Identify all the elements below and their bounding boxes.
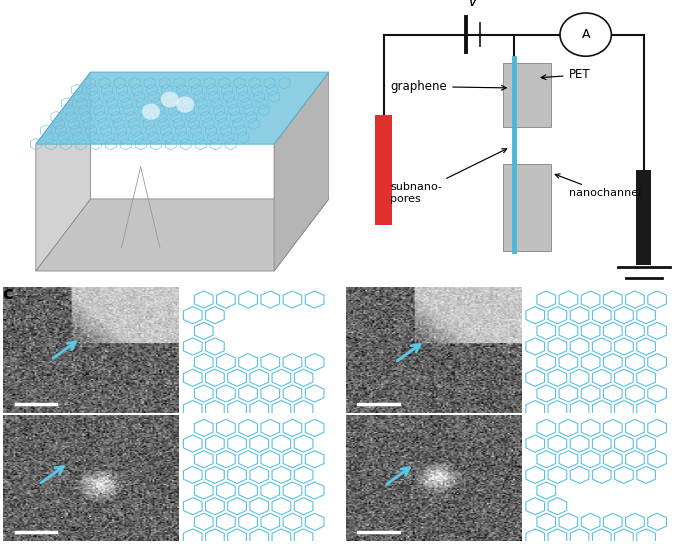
Text: V: V xyxy=(467,0,478,9)
Text: graphene: graphene xyxy=(390,80,506,93)
Circle shape xyxy=(161,91,179,108)
Bar xyxy=(375,115,392,225)
Text: PET: PET xyxy=(541,69,590,82)
Text: subnano-
pores: subnano- pores xyxy=(390,149,507,204)
Polygon shape xyxy=(274,72,329,271)
Bar xyxy=(636,170,651,265)
Circle shape xyxy=(176,96,194,113)
Text: c: c xyxy=(3,285,14,303)
Text: nanochannel: nanochannel xyxy=(556,174,640,198)
Polygon shape xyxy=(36,72,329,144)
Text: A: A xyxy=(582,28,590,41)
Bar xyxy=(503,164,551,251)
Bar xyxy=(503,64,551,127)
Circle shape xyxy=(560,13,611,56)
Polygon shape xyxy=(36,199,329,271)
Polygon shape xyxy=(36,72,90,271)
Circle shape xyxy=(142,104,160,120)
